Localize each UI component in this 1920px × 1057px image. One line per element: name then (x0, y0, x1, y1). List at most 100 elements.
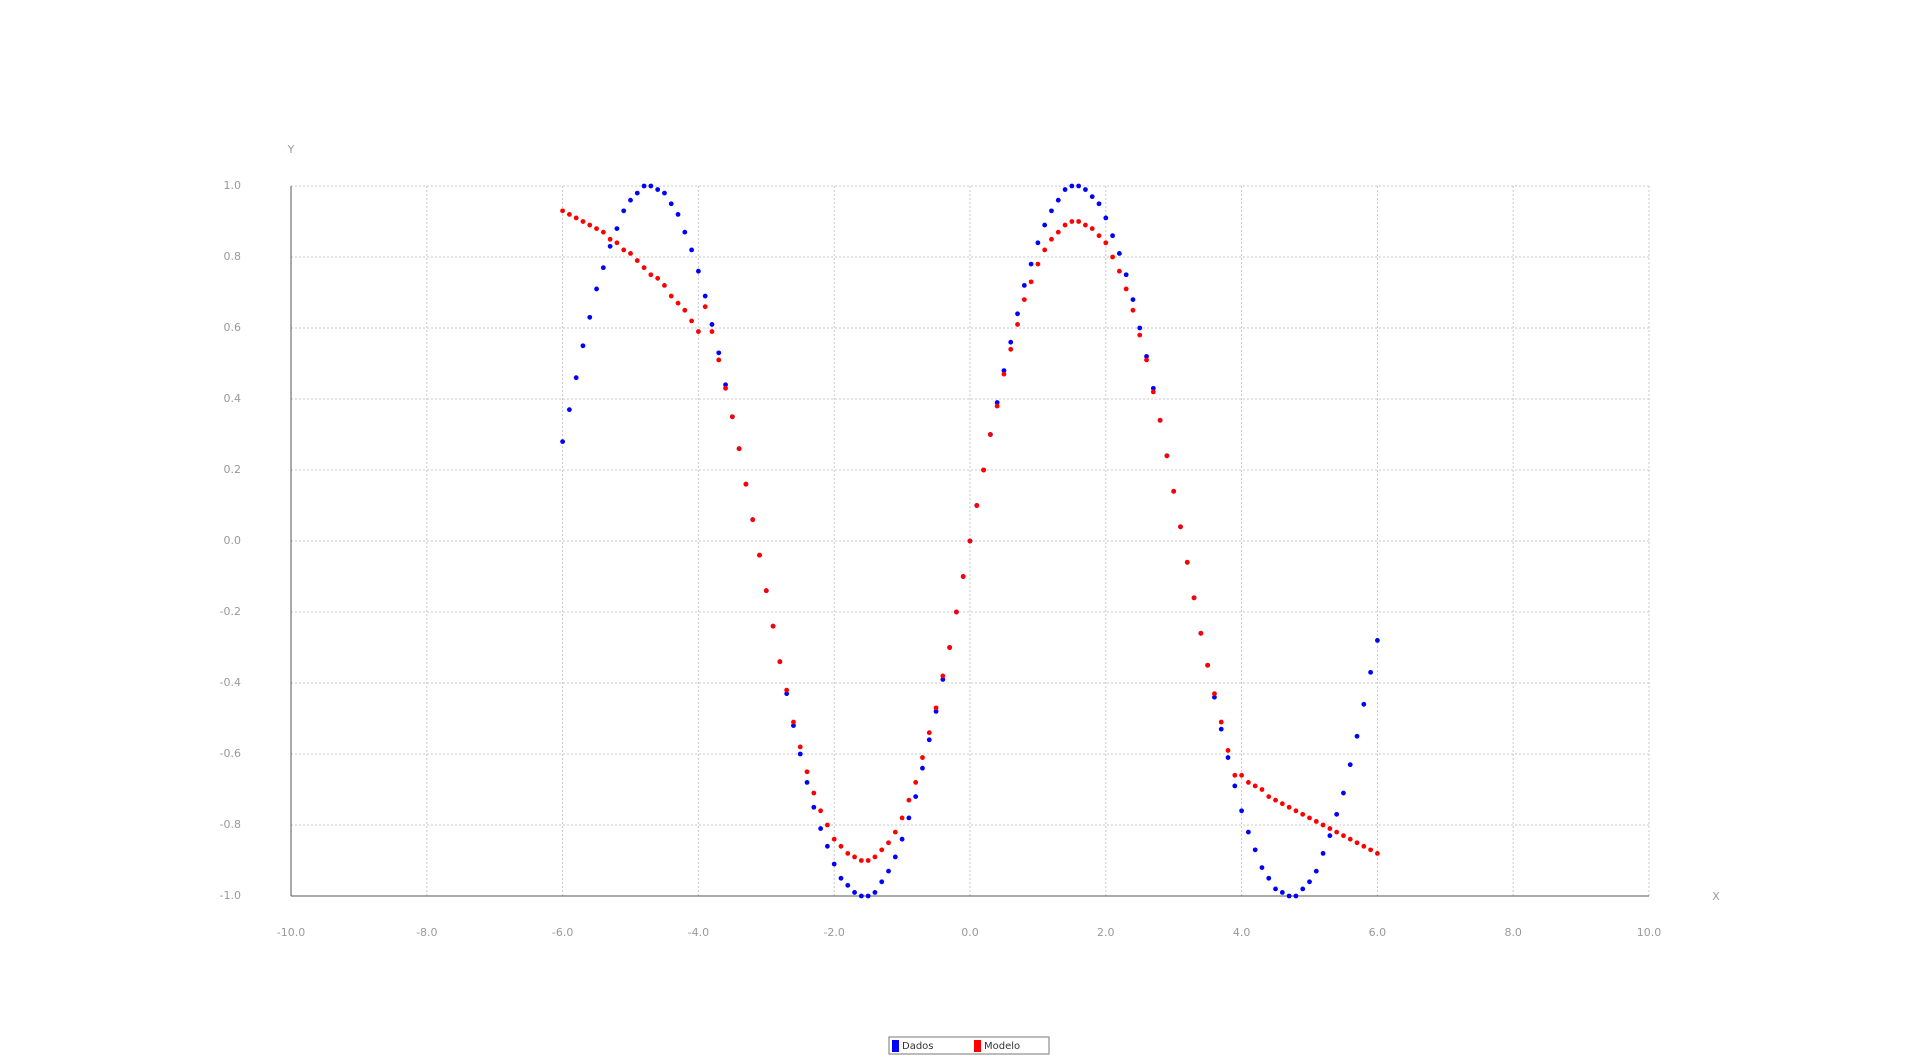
data-point (648, 272, 654, 278)
data-point (1361, 701, 1367, 707)
data-point (791, 723, 796, 728)
data-point (709, 329, 715, 334)
x-tick-label: 0.0 (961, 926, 979, 939)
data-point (689, 318, 695, 324)
data-point (600, 229, 606, 235)
y-tick-label: 0.2 (224, 463, 242, 476)
data-point (600, 265, 606, 271)
data-point (560, 208, 565, 214)
data-point (696, 329, 701, 334)
data-point (1049, 236, 1054, 242)
data-point (1076, 183, 1082, 189)
data-point (662, 190, 667, 196)
data-point (1212, 694, 1217, 700)
data-point (1239, 772, 1244, 778)
data-point (1150, 385, 1156, 391)
data-point (858, 858, 864, 863)
data-point (811, 790, 817, 796)
data-point (1001, 371, 1007, 377)
data-point (1375, 851, 1380, 856)
data-point (566, 212, 572, 217)
data-point (1055, 197, 1061, 203)
data-point (1354, 733, 1360, 739)
data-point (1347, 836, 1353, 842)
data-point (1028, 261, 1034, 267)
data-point (1245, 829, 1251, 835)
data-point (621, 208, 627, 214)
data-point (716, 357, 722, 363)
data-point (614, 240, 620, 246)
data-point (906, 815, 912, 821)
data-point (1150, 389, 1156, 395)
legend-label: Modelo (984, 1041, 1020, 1052)
data-point (1021, 297, 1027, 302)
data-point (1205, 662, 1211, 668)
data-point (1327, 826, 1333, 831)
data-point (1035, 261, 1041, 267)
data-point (1286, 804, 1292, 810)
legend-box (888, 1036, 1050, 1055)
data-point (1144, 357, 1149, 363)
data-point (1001, 368, 1007, 373)
data-point (1028, 279, 1034, 285)
x-tick-label: 6.0 (1369, 926, 1387, 939)
data-point (797, 751, 803, 757)
legend-label: Dados (902, 1041, 934, 1052)
data-point (594, 286, 599, 292)
data-point (1368, 669, 1374, 675)
data-point (655, 275, 661, 281)
x-tick-label: -4.0 (688, 926, 709, 939)
data-point (899, 836, 905, 842)
data-point (770, 623, 776, 629)
data-point (811, 804, 817, 810)
data-point (926, 730, 932, 736)
data-point (825, 843, 830, 849)
data-point (1049, 208, 1054, 214)
data-point (655, 187, 661, 192)
data-point (1191, 595, 1197, 601)
data-point (981, 467, 986, 473)
data-point (675, 300, 681, 306)
data-point (1076, 219, 1082, 224)
data-point (1347, 762, 1353, 768)
data-point (1320, 851, 1326, 856)
data-point (1062, 222, 1068, 228)
data-point (818, 808, 824, 814)
data-point (1313, 868, 1319, 874)
data-point (757, 552, 762, 558)
data-point (933, 709, 939, 714)
data-point (892, 854, 898, 860)
data-point (1327, 833, 1333, 839)
data-point (804, 769, 810, 775)
data-point (1083, 187, 1088, 192)
data-point (763, 588, 769, 594)
data-point (689, 247, 695, 253)
data-point (1184, 559, 1190, 565)
data-point (1103, 240, 1109, 246)
data-point (818, 826, 824, 831)
data-point (566, 407, 572, 413)
data-point (587, 222, 593, 228)
y-tick-label: 0.0 (224, 534, 242, 547)
data-point (1225, 748, 1231, 753)
data-point (831, 836, 837, 842)
data-point (913, 794, 919, 799)
data-point (920, 765, 925, 771)
data-point (852, 890, 857, 895)
data-point (621, 247, 627, 253)
data-point (845, 882, 851, 888)
data-point (1096, 201, 1102, 207)
data-point (1252, 783, 1258, 789)
data-point (858, 893, 864, 899)
data-point (899, 815, 905, 821)
data-point (879, 879, 885, 885)
data-point (967, 538, 973, 544)
data-point (607, 243, 613, 249)
data-point (954, 609, 959, 615)
y-tick-label: 0.8 (224, 250, 242, 263)
data-point (1116, 268, 1122, 274)
y-tick-label: -1.0 (220, 889, 241, 902)
data-point (1293, 808, 1299, 814)
data-point (716, 350, 722, 356)
